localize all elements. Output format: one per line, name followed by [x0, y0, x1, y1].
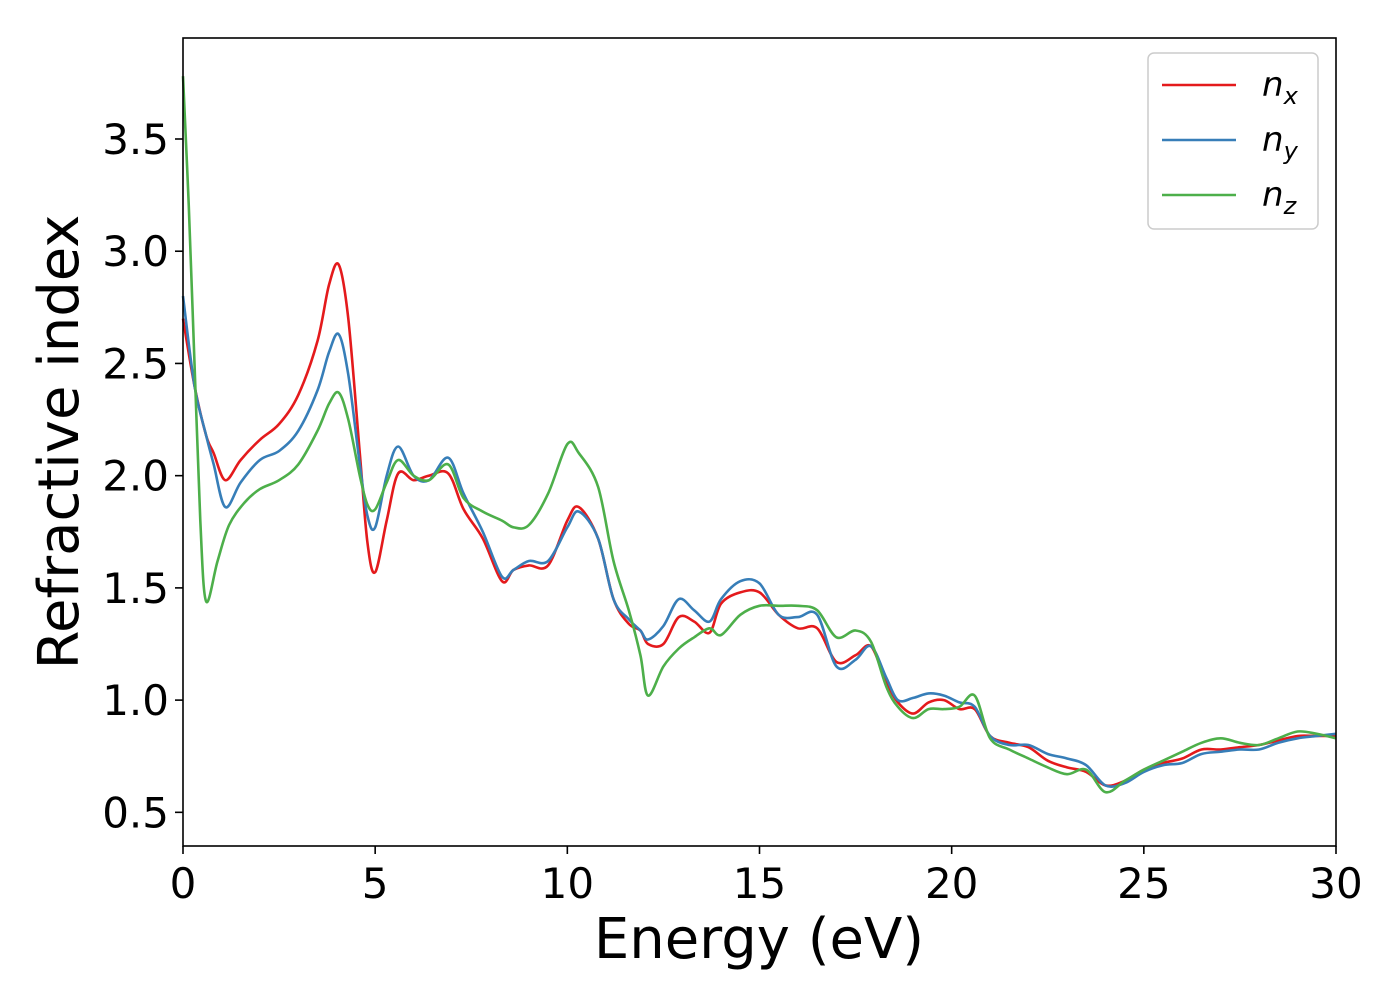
x-tick-label: 30	[1309, 859, 1362, 908]
legend-label-ny: ny	[1262, 120, 1299, 165]
x-tick-label: 10	[541, 859, 594, 908]
y-tick-label: 3.5	[102, 115, 169, 164]
x-axis-title: Energy (eV)	[594, 907, 924, 972]
y-tick-label: 1.0	[102, 676, 169, 725]
y-tick-label: 2.5	[102, 339, 169, 388]
legend: nx ny nz	[1147, 52, 1319, 230]
x-tick-label: 0	[170, 859, 197, 908]
y-axis-title: Refractive index	[27, 215, 92, 670]
legend-label-nz: nz	[1262, 175, 1298, 220]
series-line-nz	[181, 76, 1337, 794]
y-axis-ticks: 0.5 1.0 1.5 2.0 2.5 3.0 3.5	[102, 115, 183, 837]
x-tick-label: 15	[733, 859, 786, 908]
x-tick-label: 5	[362, 859, 389, 908]
series-layer	[181, 76, 1337, 794]
legend-label-nx: nx	[1262, 65, 1299, 110]
series-line-ny	[181, 295, 1337, 788]
legend-items: nx ny nz	[1162, 65, 1299, 220]
x-tick-label: 20	[925, 859, 978, 908]
x-tick-label: 25	[1117, 859, 1170, 908]
y-tick-label: 2.0	[102, 452, 169, 501]
y-tick-label: 3.0	[102, 227, 169, 276]
y-tick-label: 1.5	[102, 564, 169, 613]
x-axis-ticks: 0 5 10 15 20 25 30	[170, 846, 1363, 908]
y-tick-label: 0.5	[102, 788, 169, 837]
series-line-nx	[181, 262, 1336, 788]
